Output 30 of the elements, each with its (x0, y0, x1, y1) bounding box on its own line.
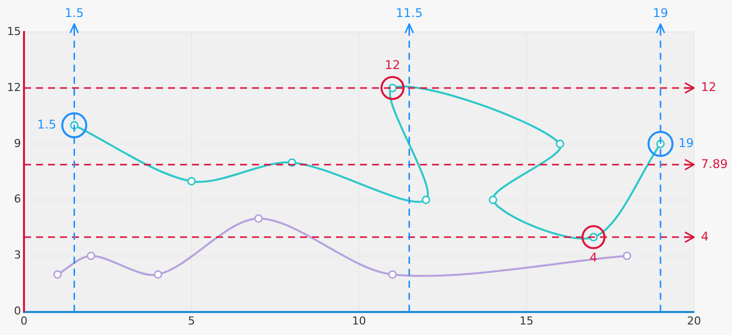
x-tick-label: 20 (687, 314, 701, 328)
point (187, 176, 196, 186)
ref-line-label: 11.5 (396, 6, 423, 20)
point (556, 140, 564, 148)
ref-line-label: 4 (701, 229, 709, 244)
point (488, 196, 498, 204)
annotation: 4 (590, 250, 598, 264)
point (622, 252, 632, 260)
y-tick-label: 9 (14, 136, 21, 150)
point (388, 270, 397, 279)
point (154, 270, 162, 279)
y-tick-label: 15 (6, 24, 21, 38)
ref-line-label: 1.5 (64, 6, 84, 20)
ref-line-label: 7.89 (701, 156, 728, 171)
x-tick-label: 5 (188, 314, 195, 328)
y-tick-label: 6 (14, 192, 21, 206)
x-tick-label: 15 (520, 314, 534, 328)
point (86, 252, 96, 260)
point (53, 270, 62, 279)
y-tick-label: 3 (14, 248, 21, 262)
point (422, 196, 430, 204)
annotation: 19 (678, 136, 694, 150)
point (254, 214, 263, 223)
annotation: 12 (384, 58, 400, 72)
annotation: 1.5 (37, 117, 56, 132)
ref-line-label: 19 (652, 6, 668, 20)
y-tick-label: 0 (14, 304, 21, 318)
ref-line-label: 12 (701, 80, 716, 94)
y-tick-label: 12 (6, 80, 21, 94)
x-tick-label: 10 (352, 314, 366, 328)
